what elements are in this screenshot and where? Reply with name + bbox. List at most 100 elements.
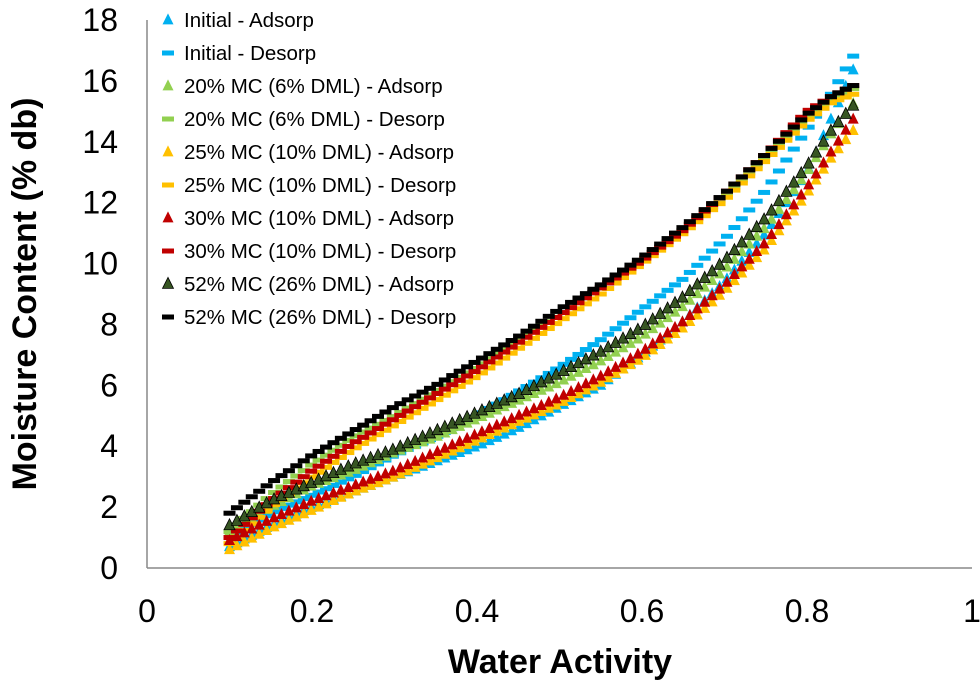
data-point [224,543,235,555]
data-point [230,505,243,511]
data-point [750,160,763,166]
data-point [245,494,258,500]
data-point [565,305,578,311]
data-point [631,257,644,263]
data-point [535,383,547,395]
data-point [802,156,815,169]
data-point [446,373,459,379]
data-point [490,360,503,366]
data-point [527,335,540,341]
data-point [431,444,443,456]
data-point [490,346,503,352]
data-point [275,473,288,479]
y-axis-title: Moisture Content (% db) [6,98,44,491]
data-point [498,415,510,427]
data-point [587,342,600,348]
data-point [260,508,273,514]
data-point [743,227,756,240]
data-point [639,258,652,264]
data-point [416,405,429,411]
data-point [699,295,711,307]
data-point [847,98,860,111]
data-point [431,451,443,463]
data-point [379,427,392,433]
data-point [535,324,548,330]
data-point [223,535,236,541]
data-point [520,328,533,334]
data-point [683,219,696,225]
data-point [550,315,563,321]
data-point [802,110,815,116]
data-point [379,409,392,415]
data-point [423,385,436,391]
data-point [766,227,778,239]
data-point [476,437,488,449]
data-point [565,384,577,396]
data-point [438,386,451,392]
data-point [483,365,496,371]
data-point [713,257,726,270]
data-point [246,522,258,534]
data-point [610,360,622,372]
data-point [676,315,688,327]
legend-marker [162,79,174,91]
data-point [728,181,741,187]
data-point [654,337,666,349]
data-point [617,356,629,368]
y-tick-label: 6 [100,367,118,403]
y-tick-label: 18 [82,2,118,38]
data-point [773,218,785,230]
data-point [824,123,838,136]
data-point [631,260,644,266]
data-point [706,295,718,307]
data-point [788,183,800,195]
data-point [743,207,756,213]
data-point [720,250,734,263]
data-point [491,430,503,442]
data-point [698,270,711,283]
data-point [469,428,481,440]
data-point [691,277,704,290]
data-point [676,231,689,237]
data-point [839,94,852,100]
data-point [714,282,726,294]
legend-marker [162,314,174,320]
data-point [847,91,860,97]
x-tick-label: 1 [963,593,980,629]
data-point [818,162,829,174]
data-point [349,445,362,451]
data-point [527,323,540,329]
legend-marker [162,116,174,122]
data-point [758,189,771,195]
data-point [765,148,778,154]
data-point [788,198,800,210]
data-point [587,296,600,302]
data-point [342,450,355,456]
data-point [401,414,414,420]
data-point [528,387,540,399]
y-tick-label: 10 [82,246,118,282]
data-point [253,518,265,530]
data-point [521,411,532,423]
data-point [572,351,585,357]
data-point [780,157,793,163]
data-point [409,401,422,407]
data-point [609,326,622,332]
data-point [320,452,333,458]
data-point [461,370,474,376]
data-point [275,484,288,490]
data-point [513,336,526,342]
data-point [795,165,808,179]
data-point [743,258,755,270]
data-point [669,230,681,236]
data-point [617,267,630,273]
data-point [580,377,592,389]
data-point [669,236,681,242]
data-point [454,435,466,447]
data-point [416,389,429,395]
data-point [424,448,436,460]
data-point [386,423,399,429]
data-point [260,483,273,489]
data-point [758,237,770,249]
data-point [453,383,466,389]
